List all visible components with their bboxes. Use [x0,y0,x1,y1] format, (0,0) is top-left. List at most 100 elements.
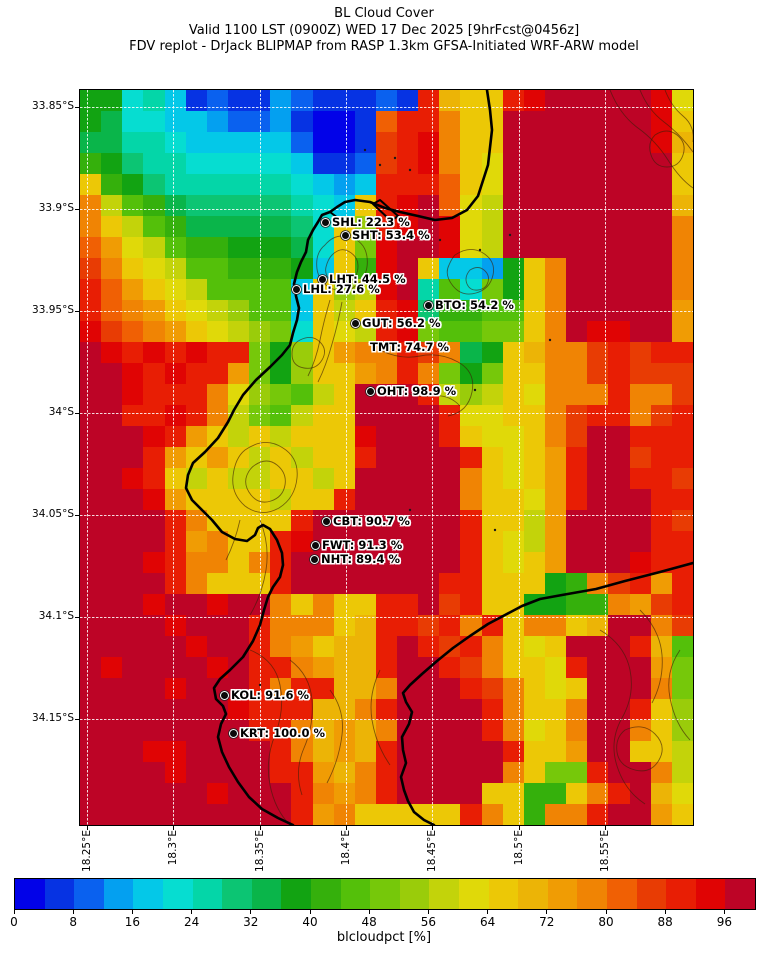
raster-cell [524,615,545,636]
raster-cell [355,258,376,279]
raster-cell [334,405,355,426]
raster-cell [291,384,313,405]
raster-cell [228,279,249,300]
raster-cell [122,321,143,342]
raster-cell [186,258,207,279]
raster-cell [587,174,608,195]
raster-cell [482,615,503,636]
raster-cell [566,615,587,636]
colorbar-segment [74,879,104,909]
raster-cell [503,573,524,594]
raster-cell [651,342,672,363]
raster-cell [503,405,524,426]
raster-cell [587,426,608,447]
x-axis-tick [604,825,606,830]
raster-cell [122,510,143,531]
colorbar-tick [250,910,252,914]
y-axis-tick-label: 34°S [48,406,74,418]
raster-cell [165,636,186,657]
raster-cell [207,300,228,321]
raster-cell [397,132,418,153]
raster-cell [651,783,672,804]
raster-cell [270,594,291,615]
raster-cell [270,111,291,132]
raster-cell [313,111,334,132]
y-axis-tick [75,208,80,210]
raster-cell [460,300,482,321]
raster-cell [249,174,270,195]
raster-cell [334,111,355,132]
raster-cell [397,741,418,762]
raster-cell [503,195,524,216]
raster-cell [460,426,482,447]
raster-cell [228,783,249,804]
raster-cell [143,279,165,300]
raster-cell [122,804,143,825]
raster-cell [313,300,334,321]
raster-cell [122,258,143,279]
raster-cell [630,384,651,405]
raster-cell [482,384,503,405]
raster-cell [418,468,439,489]
raster-cell [270,195,291,216]
raster-cell [291,237,313,258]
raster-cell [122,111,143,132]
raster-cell [313,657,334,678]
raster-cell [418,153,439,174]
x-axis-tick [345,825,347,830]
raster-cell [291,804,313,825]
raster-cell [545,678,566,699]
raster-cell [228,636,249,657]
y-axis-tick-label: 33.85°S [32,100,74,112]
colorbar-tick [723,910,725,914]
raster-cell [101,195,122,216]
raster-cell [545,552,566,573]
raster-cell [291,111,313,132]
raster-cell [566,195,587,216]
raster-cell [249,468,270,489]
raster-cell [503,783,524,804]
raster-cell [608,195,630,216]
raster-cell [651,741,672,762]
raster-cell [270,804,291,825]
raster-cell [482,174,503,195]
x-axis-tick-label: 18.45°E [426,830,438,872]
raster-cell [418,531,439,552]
raster-cell [460,531,482,552]
raster-cell [165,216,186,237]
raster-cell [545,468,566,489]
raster-cell [228,363,249,384]
raster-cell [313,468,334,489]
raster-cell [228,342,249,363]
colorbar-tick [72,910,74,914]
raster-cell [80,426,101,447]
raster-cell [587,342,608,363]
raster-cell [165,804,186,825]
raster-cell [122,153,143,174]
raster-cell [587,573,608,594]
raster-cell [630,405,651,426]
raster-cell [651,258,672,279]
raster-cell [270,531,291,552]
raster-cell [608,405,630,426]
raster-cell [249,699,270,720]
raster-cell [460,342,482,363]
raster-cell [207,615,228,636]
raster-cell [672,699,693,720]
raster-cell [313,783,334,804]
raster-cell [313,132,334,153]
raster-cell [566,468,587,489]
raster-cell [186,447,207,468]
raster-cell [418,552,439,573]
raster-cell [503,699,524,720]
raster-cell [630,174,651,195]
raster-cell [122,384,143,405]
raster-cell [122,489,143,510]
raster-cell [355,720,376,741]
raster-cell [186,426,207,447]
raster-cell [482,321,503,342]
raster-cell [608,678,630,699]
raster-cell [313,678,334,699]
colorbar-tick-label: 56 [420,915,437,929]
raster-cell [672,531,693,552]
